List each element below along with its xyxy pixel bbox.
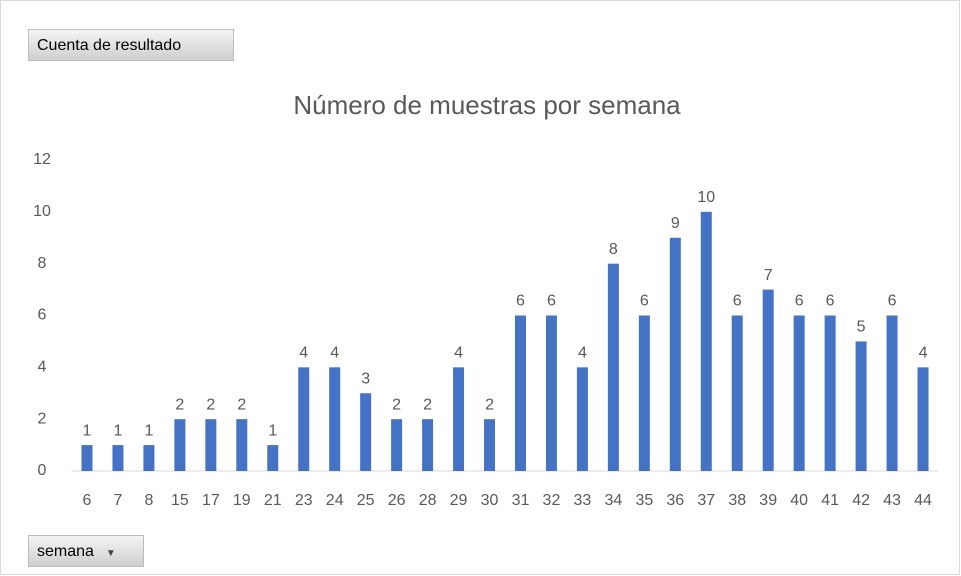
value-field-button[interactable]: Cuenta de resultado: [28, 29, 234, 61]
data-label: 6: [795, 293, 804, 310]
x-tick-label: 29: [450, 492, 468, 509]
x-tick-label: 32: [543, 492, 561, 509]
data-label: 2: [485, 396, 494, 413]
data-label: 1: [83, 422, 92, 439]
bar: [422, 419, 434, 471]
data-label: 6: [516, 293, 525, 310]
data-label: 4: [330, 345, 339, 362]
bar: [917, 367, 929, 471]
x-tick-label: 23: [295, 492, 313, 509]
y-tick-label: 4: [38, 359, 47, 376]
x-tick-label: 40: [790, 492, 808, 509]
data-label: 1: [113, 422, 122, 439]
x-tick-label: 24: [326, 492, 344, 509]
bar: [669, 237, 681, 471]
x-tick-label: 26: [388, 492, 406, 509]
x-tick-label: 33: [574, 492, 592, 509]
x-tick-label: 31: [512, 492, 530, 509]
y-tick-label: 8: [38, 255, 47, 272]
bar: [267, 445, 279, 471]
bar: [453, 367, 465, 471]
x-tick-label: 7: [113, 492, 122, 509]
x-tick-label: 39: [759, 492, 777, 509]
data-label: 10: [697, 189, 715, 206]
data-label: 3: [361, 370, 370, 387]
data-label: 6: [640, 293, 649, 310]
data-label: 9: [671, 215, 680, 232]
data-label: 2: [237, 396, 246, 413]
bar: [607, 263, 619, 471]
x-tick-label: 37: [697, 492, 715, 509]
x-tick-label: 17: [202, 492, 220, 509]
axis-field-label: semana: [37, 543, 94, 560]
x-tick-label: 21: [264, 492, 282, 509]
x-tick-label: 41: [821, 492, 839, 509]
data-label: 6: [826, 293, 835, 310]
bar: [793, 315, 805, 471]
x-tick-label: 36: [666, 492, 684, 509]
axis-field-button[interactable]: semana ▼: [28, 535, 144, 567]
x-tick-label: 25: [357, 492, 375, 509]
data-label: 4: [299, 345, 308, 362]
x-tick-label: 28: [419, 492, 437, 509]
data-label: 7: [764, 267, 773, 284]
data-label: 5: [857, 319, 866, 336]
x-tick-label: 19: [233, 492, 251, 509]
bar: [824, 315, 836, 471]
x-tick-label: 38: [728, 492, 746, 509]
data-label: 6: [888, 293, 897, 310]
bar: [731, 315, 743, 471]
bar: [298, 367, 310, 471]
bar: [514, 315, 526, 471]
bar: [143, 445, 155, 471]
bar: [112, 445, 124, 471]
bar: [81, 445, 93, 471]
data-label: 4: [454, 345, 463, 362]
bar: [329, 367, 341, 471]
bar: [886, 315, 898, 471]
bar: [762, 289, 774, 471]
bar: [638, 315, 650, 471]
data-label: 1: [268, 422, 277, 439]
bar: [360, 393, 372, 471]
y-tick-label: 12: [33, 151, 51, 168]
bar: [484, 419, 496, 471]
data-label: 2: [175, 396, 184, 413]
data-label: 2: [423, 396, 432, 413]
bar: [205, 419, 217, 471]
x-tick-label: 15: [171, 492, 189, 509]
data-label: 2: [206, 396, 215, 413]
x-tick-label: 34: [604, 492, 622, 509]
x-tick-label: 6: [83, 492, 92, 509]
x-tick-label: 30: [481, 492, 499, 509]
y-tick-label: 10: [33, 203, 51, 220]
x-tick-label: 43: [883, 492, 901, 509]
bar: [391, 419, 403, 471]
dropdown-arrow[interactable]: ▼: [105, 548, 116, 559]
bar: [576, 367, 588, 471]
data-label: 6: [733, 293, 742, 310]
data-label: 4: [919, 345, 928, 362]
bar: [700, 211, 712, 472]
x-tick-label: 44: [914, 492, 932, 509]
bar: [236, 419, 248, 471]
data-label: 6: [547, 293, 556, 310]
chart-title: Número de muestras por semana: [293, 90, 681, 120]
bar: [174, 419, 186, 471]
y-tick-label: 2: [38, 410, 47, 427]
data-label: 8: [609, 241, 618, 258]
data-label: 4: [578, 345, 587, 362]
x-tick-label: 8: [144, 492, 153, 509]
x-tick-label: 42: [852, 492, 870, 509]
data-label: 2: [392, 396, 401, 413]
data-label: 1: [144, 422, 153, 439]
y-tick-label: 0: [38, 462, 47, 479]
x-tick-label: 35: [635, 492, 653, 509]
bar: [855, 341, 867, 471]
y-tick-label: 6: [38, 307, 47, 324]
bar: [545, 315, 557, 471]
